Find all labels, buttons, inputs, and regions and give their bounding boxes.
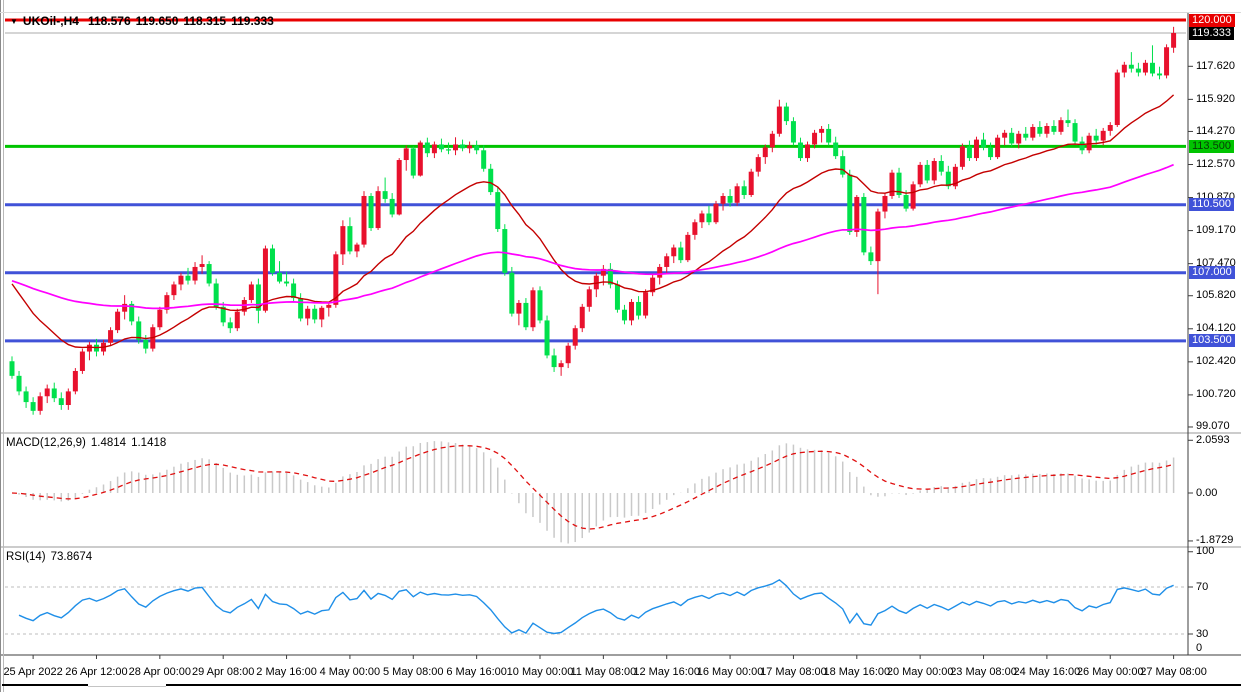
time-tick-label: 25 Apr 2022 bbox=[3, 666, 63, 678]
rsi-panel bbox=[5, 578, 1186, 635]
macd-indicator-label: MACD(12,26,9) 1.4814 1.1418 bbox=[6, 437, 171, 449]
macd-name: MACD(12,26,9) bbox=[6, 437, 86, 449]
time-tick-label: 28 Apr 00:00 bbox=[128, 666, 192, 678]
close-value: 119.333 bbox=[231, 14, 274, 28]
window-left-inner-border bbox=[3, 0, 4, 692]
time-tick-label: 12 May 16:00 bbox=[633, 666, 701, 678]
time-tick-label: 2 May 16:00 bbox=[256, 666, 317, 678]
time-tick-label: 23 May 08:00 bbox=[950, 666, 1017, 678]
candlestick-series bbox=[9, 26, 1177, 415]
low-value: 118.315 bbox=[183, 14, 227, 28]
time-tick-label: 29 Apr 08:00 bbox=[191, 666, 255, 678]
time-tick-label: 26 May 00:00 bbox=[1076, 666, 1144, 678]
time-tick-label: 26 Apr 12:00 bbox=[65, 666, 128, 678]
price-tick-label: 102.420 bbox=[1196, 355, 1236, 368]
open-value: 118.576 bbox=[87, 14, 131, 28]
window-left-border bbox=[0, 0, 1, 692]
rsi-indicator-label: RSI(14) 73.8674 bbox=[6, 551, 97, 563]
time-tick-label: 16 May 00:00 bbox=[696, 666, 764, 678]
rsi-tick-label: 70 bbox=[1196, 580, 1209, 593]
panel-frame bbox=[0, 13, 1241, 659]
time-tick-label: 5 May 08:00 bbox=[382, 666, 444, 678]
price-tick-label: 117.620 bbox=[1196, 59, 1235, 72]
scrollbar-track-right bbox=[166, 684, 1241, 686]
macd-tick-label: 0.00 bbox=[1196, 486, 1218, 499]
scrollbar-track-left bbox=[2, 684, 88, 686]
chart-top-border bbox=[0, 12, 1241, 13]
rsi-name: RSI(14) bbox=[6, 551, 46, 563]
time-tick-label: 20 May 00:00 bbox=[886, 666, 954, 678]
ma-fast-line bbox=[11, 94, 1175, 349]
macd-signal-value: 1.1418 bbox=[131, 437, 167, 449]
current-price-badge: 119.333 bbox=[1189, 26, 1234, 40]
price-level-badge: 120.000 bbox=[1189, 13, 1235, 27]
price-tick-label: 114.270 bbox=[1196, 124, 1235, 137]
price-tick-label: 112.570 bbox=[1196, 157, 1235, 170]
scrollbar-thumb[interactable] bbox=[88, 686, 166, 687]
macd-panel bbox=[11, 441, 1175, 544]
price-tick-label: 100.720 bbox=[1196, 388, 1236, 401]
price-tick-label: 107.470 bbox=[1196, 257, 1236, 270]
macd-value: 1.4814 bbox=[90, 437, 127, 449]
macd-histogram bbox=[18, 441, 1175, 544]
rsi-tick-label: 0 bbox=[1196, 641, 1203, 654]
price-level-badge: 113.500 bbox=[1189, 139, 1234, 153]
price-level-badge: 107.000 bbox=[1189, 266, 1235, 280]
price-level-badge: 110.500 bbox=[1189, 198, 1234, 212]
time-tick-label: 17 May 08:00 bbox=[760, 666, 827, 678]
high-value: 119.650 bbox=[135, 14, 179, 28]
price-tick-label: 105.820 bbox=[1196, 289, 1236, 302]
rsi-tick-label: 30 bbox=[1196, 627, 1209, 640]
time-tick-label: 10 May 00:00 bbox=[506, 666, 574, 678]
rsi-value: 73.8674 bbox=[50, 551, 93, 563]
macd-signal-line bbox=[11, 445, 1174, 530]
time-tick-label: 4 May 00:00 bbox=[319, 666, 381, 678]
chart-title: ▼ UKOil-,H4 118.576 119.650 118.315 119.333 bbox=[10, 14, 279, 28]
price-tick-label: 99.070 bbox=[1196, 420, 1230, 433]
time-tick-label: 6 May 16:00 bbox=[446, 666, 507, 678]
price-tick-label: 104.120 bbox=[1196, 322, 1236, 335]
rsi-tick-label: 100 bbox=[1196, 545, 1215, 558]
price-tick-label: 109.170 bbox=[1196, 224, 1236, 237]
ma-slow-line bbox=[11, 163, 1174, 310]
rsi-line bbox=[18, 578, 1174, 635]
time-tick-label: 24 May 16:00 bbox=[1013, 666, 1081, 678]
collapse-arrow-icon[interactable]: ▼ bbox=[10, 17, 18, 26]
macd-tick-label: 2.0593 bbox=[1196, 433, 1230, 446]
price-level-badge: 103.500 bbox=[1189, 334, 1235, 348]
symbol-timeframe-label: UKOil-,H4 bbox=[22, 14, 79, 28]
macd-tick-label: -1.8729 bbox=[1196, 534, 1234, 547]
time-tick-label: 27 May 08:00 bbox=[1140, 666, 1207, 678]
main-price-panel bbox=[5, 18, 1186, 415]
time-tick-label: 18 May 16:00 bbox=[823, 666, 891, 678]
time-tick-label: 11 May 08:00 bbox=[570, 666, 637, 678]
price-tick-label: 115.920 bbox=[1196, 92, 1235, 105]
